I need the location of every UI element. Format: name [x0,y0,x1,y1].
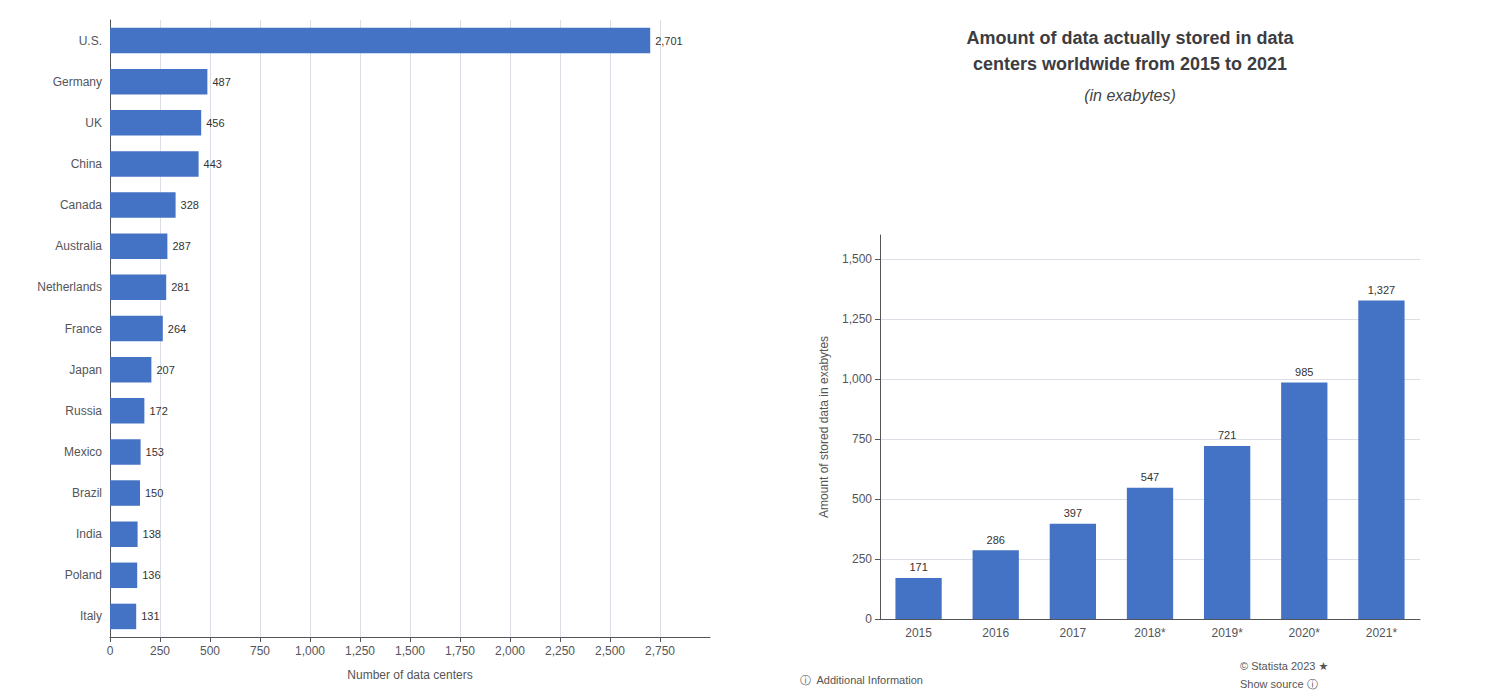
svg-text:136: 136 [142,569,160,581]
svg-text:1,327: 1,327 [1368,284,1396,296]
svg-text:ⓘ Additional Information: ⓘ Additional Information [800,674,923,686]
svg-text:© Statista 2023 ★: © Statista 2023 ★ [1240,660,1328,672]
svg-text:2020*: 2020* [1289,626,1321,640]
svg-text:2015: 2015 [905,626,932,640]
svg-text:2,250: 2,250 [545,644,575,658]
svg-text:1,500: 1,500 [842,252,872,266]
svg-text:U.S.: U.S. [79,34,102,48]
svg-text:UK: UK [85,116,102,130]
svg-text:1,000: 1,000 [842,372,872,386]
svg-text:2021*: 2021* [1366,626,1398,640]
svg-text:547: 547 [1141,471,1159,483]
svg-text:1,250: 1,250 [842,312,872,326]
svg-text:Germany: Germany [53,75,102,89]
svg-text:750: 750 [852,432,872,446]
svg-text:171: 171 [909,561,927,573]
svg-text:250: 250 [150,644,170,658]
svg-text:(in exabytes): (in exabytes) [1084,87,1176,104]
svg-text:264: 264 [168,323,186,335]
svg-text:0: 0 [865,612,872,626]
svg-text:207: 207 [156,364,174,376]
svg-text:500: 500 [200,644,220,658]
svg-text:2018*: 2018* [1134,626,1166,640]
svg-text:172: 172 [149,405,167,417]
svg-text:985: 985 [1295,366,1313,378]
svg-text:Canada: Canada [60,198,102,212]
svg-text:138: 138 [143,528,161,540]
svg-text:456: 456 [206,117,224,129]
svg-text:1,500: 1,500 [395,644,425,658]
svg-text:250: 250 [852,552,872,566]
svg-text:Australia: Australia [55,239,102,253]
svg-text:Netherlands: Netherlands [37,280,102,294]
svg-text:2,500: 2,500 [595,644,625,658]
svg-text:443: 443 [204,158,222,170]
svg-text:1,250: 1,250 [345,644,375,658]
svg-text:Number of data centers: Number of data centers [347,668,472,682]
svg-text:Italy: Italy [80,609,102,623]
svg-text:Show source ⓘ: Show source ⓘ [1240,678,1318,690]
svg-text:286: 286 [987,534,1005,546]
svg-text:Japan: Japan [69,363,102,377]
svg-text:China: China [71,157,103,171]
svg-text:328: 328 [181,199,199,211]
svg-text:150: 150 [145,487,163,499]
svg-text:India: India [76,527,102,541]
svg-text:2,000: 2,000 [495,644,525,658]
svg-text:Brazil: Brazil [72,486,102,500]
svg-text:0: 0 [107,644,114,658]
svg-text:1,750: 1,750 [445,644,475,658]
svg-text:2,701: 2,701 [655,35,683,47]
svg-text:2016: 2016 [982,626,1009,640]
svg-text:2,750: 2,750 [645,644,675,658]
svg-text:Amount of data actually stored: Amount of data actually stored in data [966,28,1294,48]
svg-text:487: 487 [212,76,230,88]
svg-text:131: 131 [141,610,159,622]
svg-text:France: France [65,322,103,336]
svg-text:centers worldwide from 2015 to: centers worldwide from 2015 to 2021 [973,54,1287,74]
svg-text:287: 287 [172,240,190,252]
svg-text:Mexico: Mexico [64,445,102,459]
svg-text:281: 281 [171,281,189,293]
svg-text:500: 500 [852,492,872,506]
svg-text:750: 750 [250,644,270,658]
svg-text:Russia: Russia [65,404,102,418]
svg-text:2017: 2017 [1060,626,1087,640]
svg-text:721: 721 [1218,429,1236,441]
svg-text:2019*: 2019* [1211,626,1243,640]
svg-text:Amount of stored data in exaby: Amount of stored data in exabytes [817,336,831,518]
svg-text:1,000: 1,000 [295,644,325,658]
svg-text:Poland: Poland [65,568,102,582]
svg-text:153: 153 [146,446,164,458]
svg-text:397: 397 [1064,507,1082,519]
